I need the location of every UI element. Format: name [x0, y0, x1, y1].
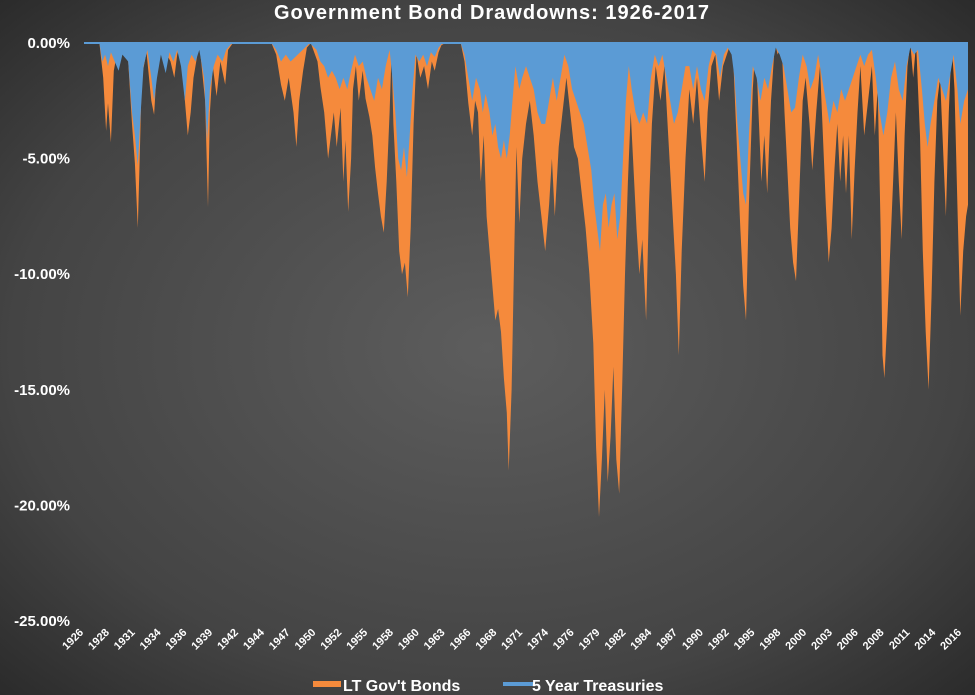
- series-area-5-year-treasuries: [84, 43, 968, 252]
- y-tick-label: -25.00%: [14, 613, 70, 630]
- y-tick-label: -20.00%: [14, 497, 70, 514]
- legend: LT Gov't Bonds 5 Year Treasuries: [313, 678, 663, 695]
- y-tick-label: -15.00%: [14, 382, 70, 399]
- legend-label-5-year-treasuries: 5 Year Treasuries: [532, 678, 663, 695]
- chart-title: Government Bond Drawdowns: 1926-2017: [274, 2, 710, 24]
- legend-swatch-lt-govt-bonds: [313, 681, 341, 687]
- y-tick-label: 0.00%: [27, 35, 70, 52]
- y-tick-label: -10.00%: [14, 266, 70, 283]
- series-layer: [84, 42, 968, 517]
- y-tick-label: -5.00%: [22, 151, 70, 168]
- y-axis: 0.00% -5.00% -10.00% -15.00% -20.00% -25.00%: [14, 35, 70, 630]
- legend-label-lt-govt-bonds: LT Gov't Bonds: [343, 678, 460, 695]
- legend-swatch-5-year-treasuries: [503, 682, 533, 686]
